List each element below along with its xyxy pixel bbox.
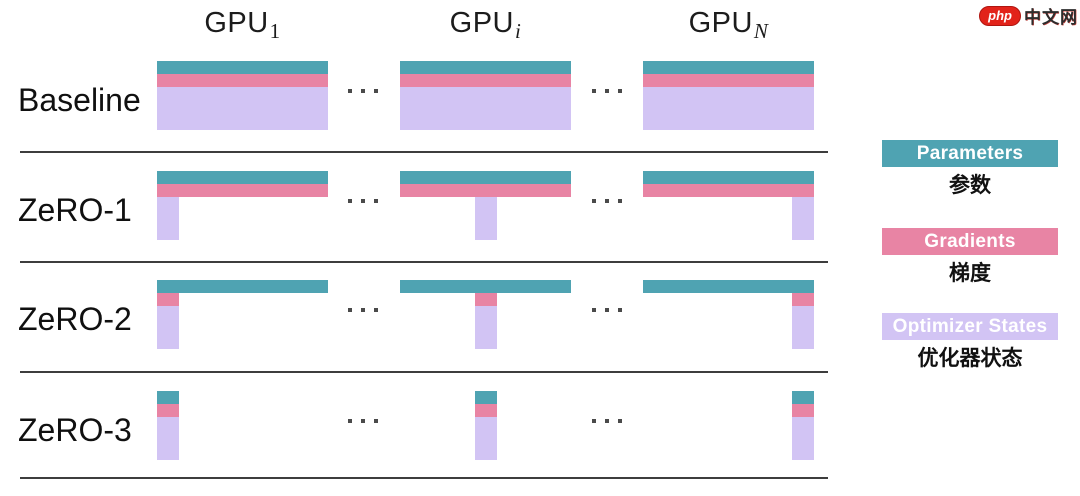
ellipsis <box>592 419 622 423</box>
optimizer-shard-bar <box>157 197 179 240</box>
gpu-header-2: GPUi <box>450 7 522 44</box>
gradients-full-bar <box>400 184 571 197</box>
row-divider-1 <box>20 151 828 153</box>
parameters-full-bar <box>643 280 814 293</box>
gradients-full-bar <box>643 184 814 197</box>
gpu-header-subscript: N <box>753 19 769 43</box>
legend-label-en: Optimizer States <box>892 315 1048 337</box>
row-label-baseline: Baseline <box>18 82 141 118</box>
parameters-shard-bar <box>157 391 179 404</box>
legend-label-zh: 梯度 <box>949 262 991 285</box>
ellipsis <box>592 308 622 312</box>
ellipsis <box>348 199 378 203</box>
gpu-header-1: GPU1 <box>204 7 280 44</box>
optimizer-shard-bar <box>474 197 497 240</box>
optimizer-shard-bar <box>157 417 179 460</box>
gradients-full-bar <box>157 184 328 197</box>
parameters-full-bar <box>400 61 571 74</box>
row-label-zero-1: ZeRO-1 <box>18 192 132 228</box>
gradients-full-bar <box>157 74 328 87</box>
php-logo-badge: php <box>979 5 1021 26</box>
ellipsis <box>592 199 622 203</box>
parameters-shard-bar <box>792 391 814 404</box>
parameters-full-bar <box>157 280 328 293</box>
optimizer-shard-bar <box>474 417 497 460</box>
php-logo-text: 中文网 <box>1024 8 1078 27</box>
gpu-header-base: GPU <box>204 7 269 39</box>
gradients-shard-bar <box>157 293 179 306</box>
optimizer-shard-bar <box>792 306 814 349</box>
gpu-header-base: GPU <box>449 7 514 39</box>
parameters-shard-bar <box>474 391 497 404</box>
ellipsis <box>592 89 622 93</box>
row-label-zero-2: ZeRO-2 <box>18 301 132 337</box>
parameters-full-bar <box>157 61 328 74</box>
optimizer-full-bar <box>157 87 328 130</box>
parameters-full-bar <box>400 171 571 184</box>
legend-label-zh: 优化器状态 <box>917 347 1023 370</box>
gradients-shard-bar <box>474 404 497 417</box>
legend-label-en: Parameters <box>916 142 1024 164</box>
ellipsis <box>348 89 378 93</box>
legend-swatch-optimizer: Optimizer States <box>882 313 1058 340</box>
optimizer-shard-bar <box>792 417 814 460</box>
row-divider-3 <box>20 371 828 373</box>
legend-label-en: Gradients <box>924 230 1016 252</box>
row-divider-2 <box>20 261 828 263</box>
parameters-full-bar <box>157 171 328 184</box>
gpu-header-base: GPU <box>688 7 753 39</box>
optimizer-shard-bar <box>792 197 814 240</box>
gradients-shard-bar <box>792 404 814 417</box>
legend-swatch-parameters: Parameters <box>882 140 1058 167</box>
gpu-header-subscript: i <box>515 19 522 43</box>
optimizer-shard-bar <box>474 306 497 349</box>
gradients-full-bar <box>643 74 814 87</box>
gradients-full-bar <box>400 74 571 87</box>
gpu-header-subscript: 1 <box>269 19 281 43</box>
parameters-full-bar <box>643 171 814 184</box>
optimizer-shard-bar <box>157 306 179 349</box>
gpu-header-3: GPUN <box>689 7 769 44</box>
ellipsis <box>348 419 378 423</box>
legend-swatch-gradients: Gradients <box>882 228 1058 255</box>
parameters-full-bar <box>643 61 814 74</box>
gradients-shard-bar <box>157 404 179 417</box>
optimizer-full-bar <box>400 87 571 130</box>
optimizer-full-bar <box>643 87 814 130</box>
ellipsis <box>348 308 378 312</box>
legend-label-zh: 参数 <box>949 174 991 197</box>
gradients-shard-bar <box>792 293 814 306</box>
php-cn-watermark: php 中文网 <box>979 3 1078 28</box>
parameters-full-bar <box>400 280 571 293</box>
gradients-shard-bar <box>474 293 497 306</box>
row-label-zero-3: ZeRO-3 <box>18 412 132 448</box>
row-divider-4 <box>20 477 828 479</box>
